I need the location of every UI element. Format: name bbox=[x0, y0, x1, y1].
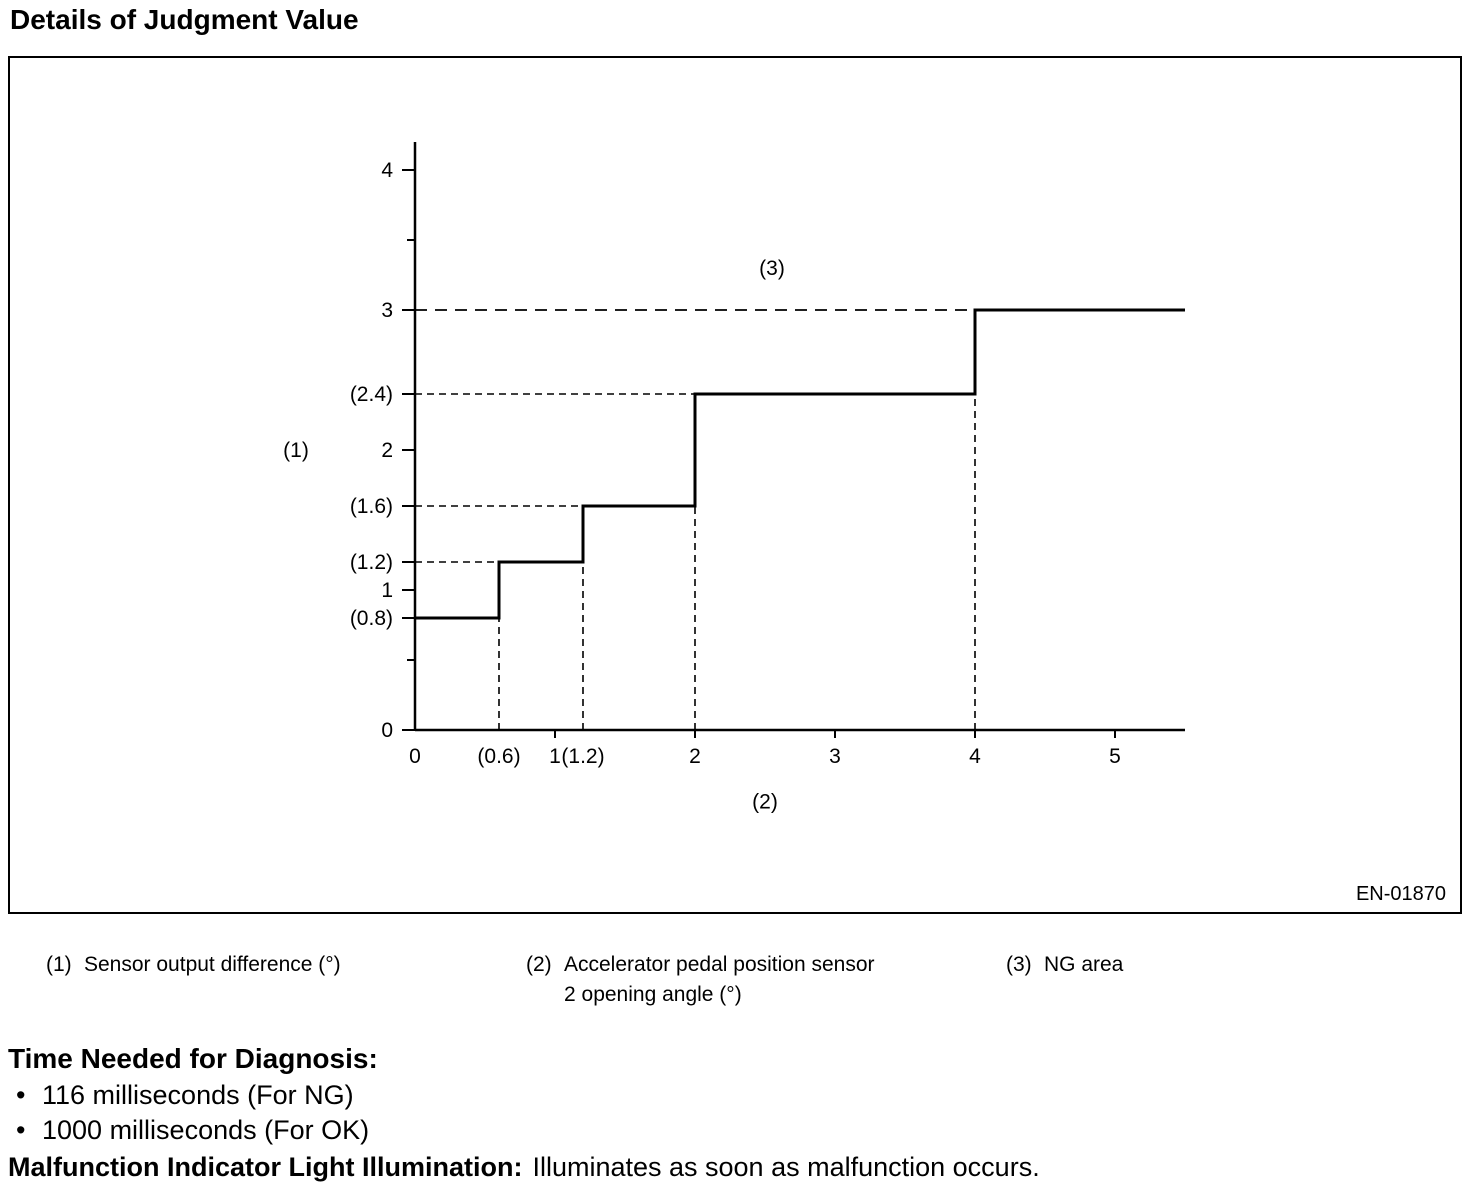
legend-text: NG area bbox=[1044, 953, 1124, 976]
x-axis-ref-label: (2) bbox=[752, 790, 778, 813]
judgment-value-figure: 4 3 (2.4) 2 (1.6) (1.2) 1 (0.8) 0 0 (0.6) 1 (1.2) 2 3 4… bbox=[8, 56, 1462, 914]
diagnosis-section: Time Needed for Diagnosis: • 116 millise… bbox=[8, 1042, 1468, 1185]
legend-text-line2: 2 opening angle (°) bbox=[564, 983, 742, 1006]
y-tick-label: (0.8) bbox=[350, 607, 393, 630]
figure-legend: (1) Sensor output difference (°) (2) Acc… bbox=[0, 950, 1472, 1030]
x-tick-label: 1 bbox=[549, 745, 561, 768]
legend-item-pedal-position-sensor: (2) Accelerator pedal position sensor 2 … bbox=[526, 950, 875, 1010]
bullet-icon: • bbox=[16, 1115, 26, 1145]
legend-item-ng-area: (3) NG area bbox=[1006, 950, 1123, 980]
x-tick-label: 2 bbox=[689, 745, 701, 768]
figure-id: EN-01870 bbox=[1355, 883, 1446, 905]
legend-item-sensor-output-difference: (1) Sensor output difference (°) bbox=[46, 950, 341, 980]
diagnosis-bullet-text: 116 milliseconds (For NG) bbox=[42, 1080, 354, 1110]
y-tick-label: (1.2) bbox=[350, 551, 393, 574]
y-axis-ref-label: (1) bbox=[283, 439, 309, 462]
x-tick-label: 0 bbox=[409, 745, 421, 768]
diagnosis-heading: Time Needed for Diagnosis: bbox=[8, 1043, 378, 1074]
y-tick-label: 4 bbox=[381, 159, 393, 182]
mil-illumination-line: Malfunction Indicator Light Illumination… bbox=[8, 1149, 1468, 1185]
y-tick-label: (1.6) bbox=[350, 495, 393, 518]
y-tick-label: (2.4) bbox=[350, 383, 393, 406]
x-tick-label: (1.2) bbox=[561, 745, 604, 768]
x-tick-label: (0.6) bbox=[477, 745, 520, 768]
legend-text: Accelerator pedal position sensor bbox=[564, 953, 875, 976]
judgment-threshold-step bbox=[415, 308, 1185, 620]
legend-ref-number: (1) bbox=[46, 953, 72, 976]
diagnosis-bullet-ng: • 116 milliseconds (For NG) bbox=[8, 1078, 1468, 1113]
diagnosis-bullet-ok: • 1000 milliseconds (For OK) bbox=[8, 1113, 1468, 1148]
legend-text: Sensor output difference (°) bbox=[84, 953, 341, 976]
judgment-step-chart: 43(2.4)2(1.6)(1.2)1(0.8)00 (0.6) 1 (1.2) 2 3 4… bbox=[283, 142, 1185, 813]
mil-label: Malfunction Indicator Light Illumination… bbox=[8, 1152, 523, 1182]
x-tick-label: 5 bbox=[1109, 745, 1121, 768]
diagnosis-bullet-text: 1000 milliseconds (For OK) bbox=[42, 1115, 370, 1145]
x-tick-label: 4 bbox=[969, 745, 981, 768]
mil-text: Illuminates as soon as malfunction occur… bbox=[532, 1152, 1040, 1182]
legend-ref-number: (3) bbox=[1006, 953, 1032, 976]
page-title: Details of Judgment Value bbox=[10, 4, 359, 35]
y-tick-label: 1 bbox=[381, 579, 393, 602]
y-tick-label: 0 bbox=[381, 719, 393, 742]
ng-area-label: (3) bbox=[759, 257, 785, 280]
y-tick-label: 2 bbox=[381, 439, 393, 462]
bullet-icon: • bbox=[16, 1080, 26, 1110]
legend-ref-number: (2) bbox=[526, 953, 552, 976]
x-tick-label: 3 bbox=[829, 745, 841, 768]
y-tick-label: 3 bbox=[381, 299, 393, 322]
